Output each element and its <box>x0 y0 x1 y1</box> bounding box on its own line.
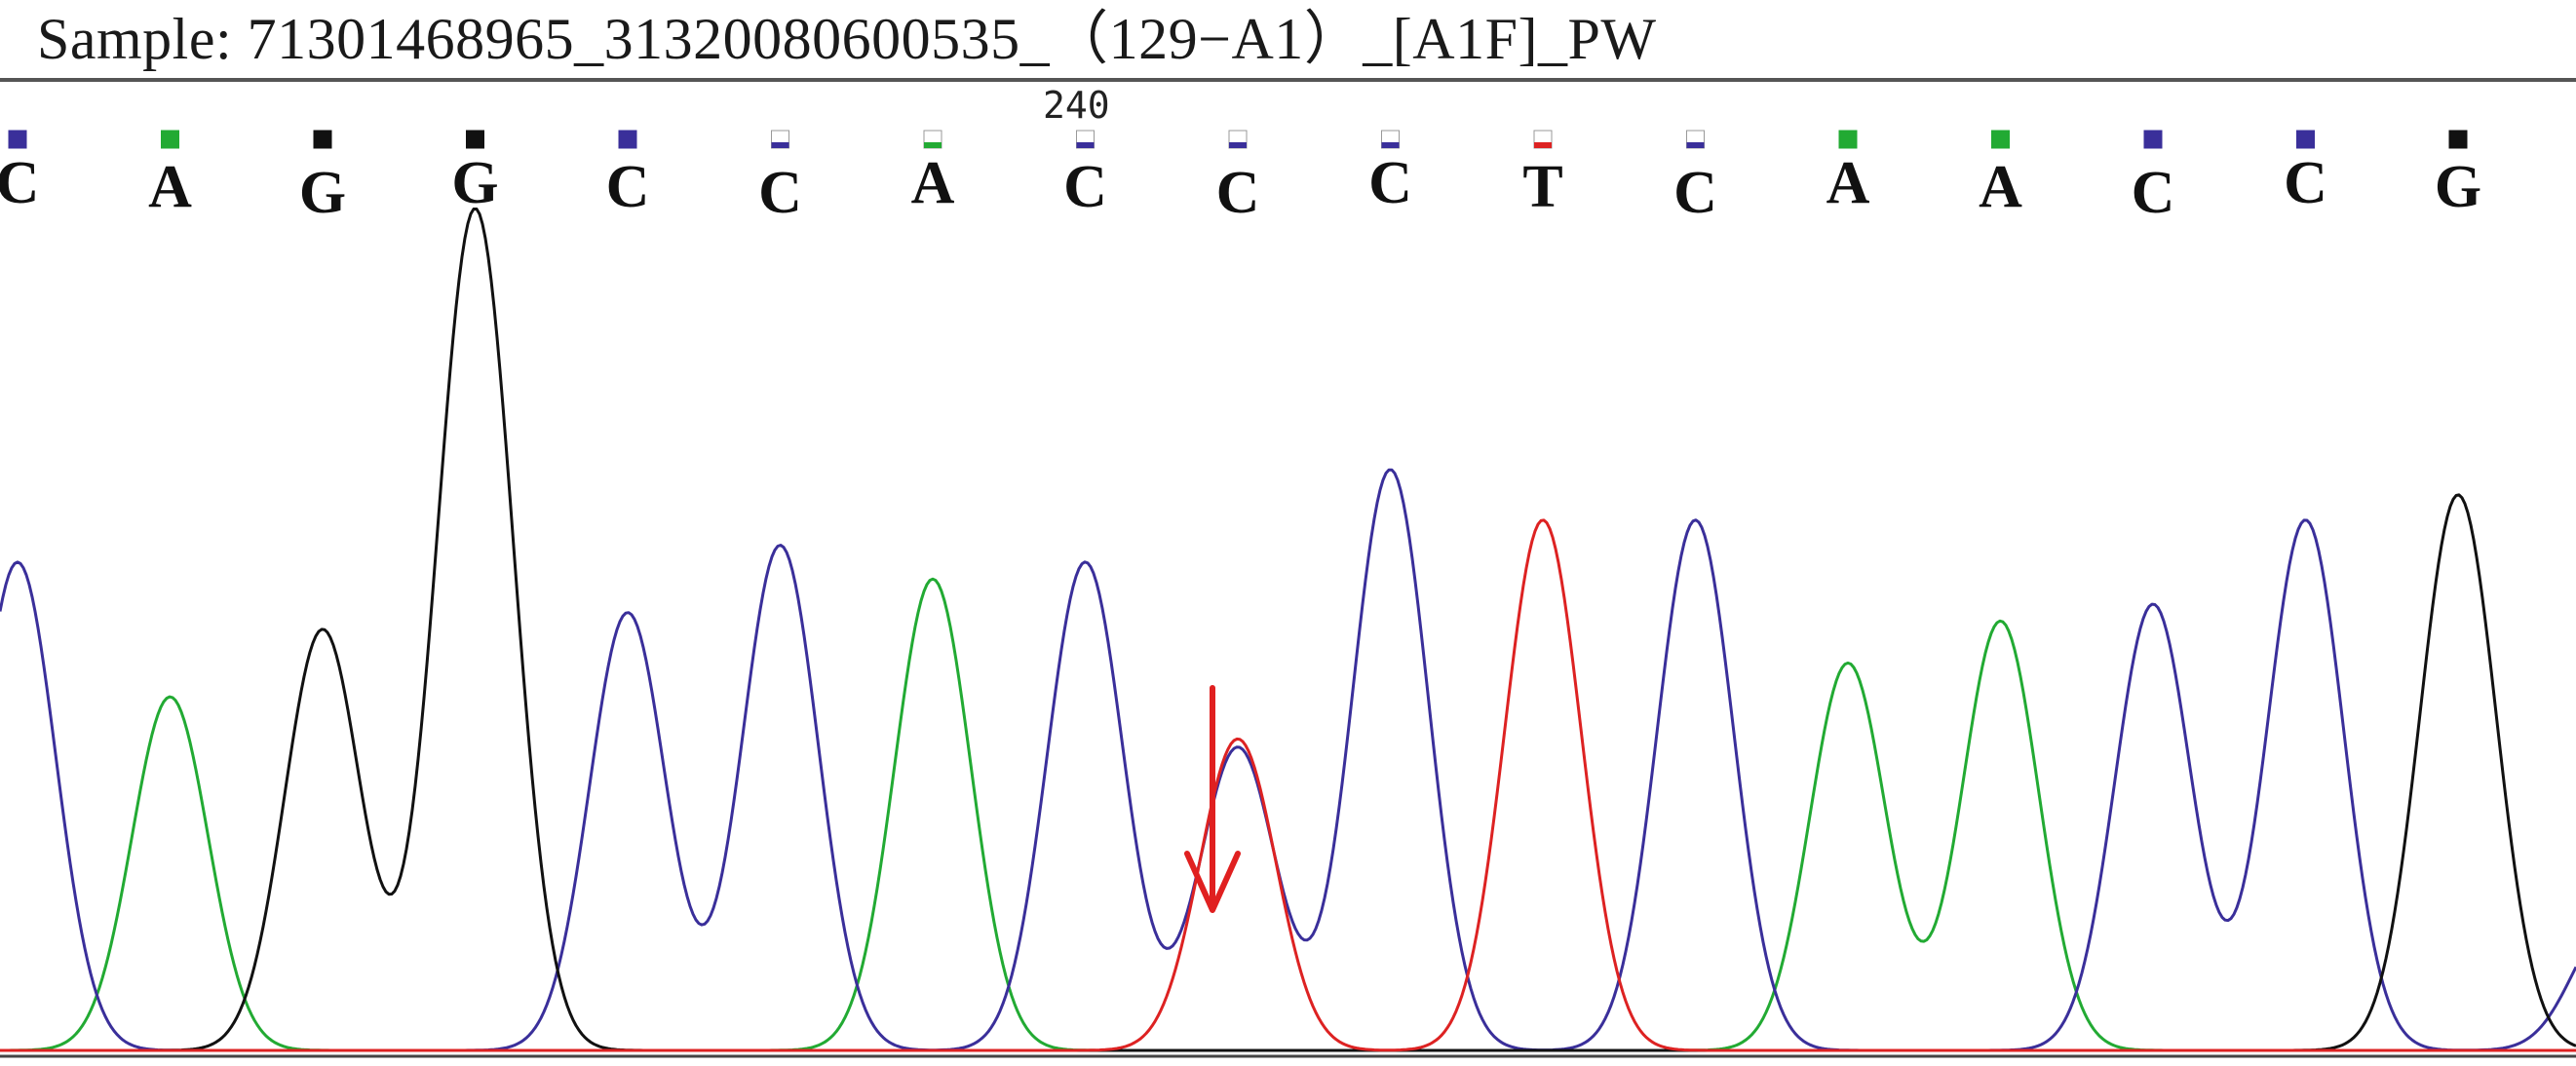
base-call-letter: G <box>2435 154 2481 220</box>
base-call-letter: C <box>2284 150 2327 216</box>
base-call-letter: C <box>1368 150 1412 216</box>
quality-marker-fill <box>924 142 942 148</box>
base-call-letter: C <box>0 150 39 216</box>
quality-marker-fill <box>1686 142 1705 148</box>
quality-marker-fill <box>1534 142 1552 148</box>
quality-marker <box>8 130 27 149</box>
base-call-letter: C <box>606 154 650 220</box>
arrow-head <box>1184 851 1241 913</box>
sample-title: Sample: 71301468965_31320080600535_（129−… <box>37 7 1657 71</box>
base-call-letter: C <box>1216 160 1260 226</box>
trace-a <box>0 577 2576 1052</box>
quality-marker <box>161 130 179 149</box>
base-call-letter: C <box>1063 154 1107 220</box>
quality-marker <box>466 130 484 149</box>
base-call-letter: C <box>2132 160 2175 226</box>
base-call-letter: G <box>299 160 346 226</box>
quality-marker <box>313 130 332 149</box>
base-call-letter: G <box>451 150 498 216</box>
quality-marker <box>2143 130 2163 149</box>
trace-group <box>0 208 2576 1052</box>
quality-marker <box>1838 130 1858 149</box>
title-divider <box>0 78 2576 82</box>
base-call-letter: A <box>148 154 192 220</box>
quality-marker <box>2448 130 2468 149</box>
base-call-letter: C <box>1673 160 1717 226</box>
quality-marker <box>2296 130 2315 149</box>
trace-t <box>0 518 2576 1052</box>
trace-c <box>0 468 2576 1052</box>
quality-marker-fill <box>1076 142 1095 148</box>
base-call-letter: A <box>1826 150 1870 216</box>
quality-marker-fill <box>1381 142 1400 148</box>
base-call-letter: A <box>1979 154 2022 220</box>
quality-marker <box>1991 130 2010 149</box>
quality-marker-fill <box>1229 142 1247 148</box>
quality-marker <box>618 130 637 149</box>
annotation-group <box>1184 685 1241 913</box>
base-call-letter: C <box>758 160 802 226</box>
position-label: 240 <box>1043 84 1110 127</box>
quality-marker-fill <box>771 142 789 148</box>
base-call-letter: A <box>911 150 955 216</box>
base-call-letter: T <box>1522 154 1562 220</box>
